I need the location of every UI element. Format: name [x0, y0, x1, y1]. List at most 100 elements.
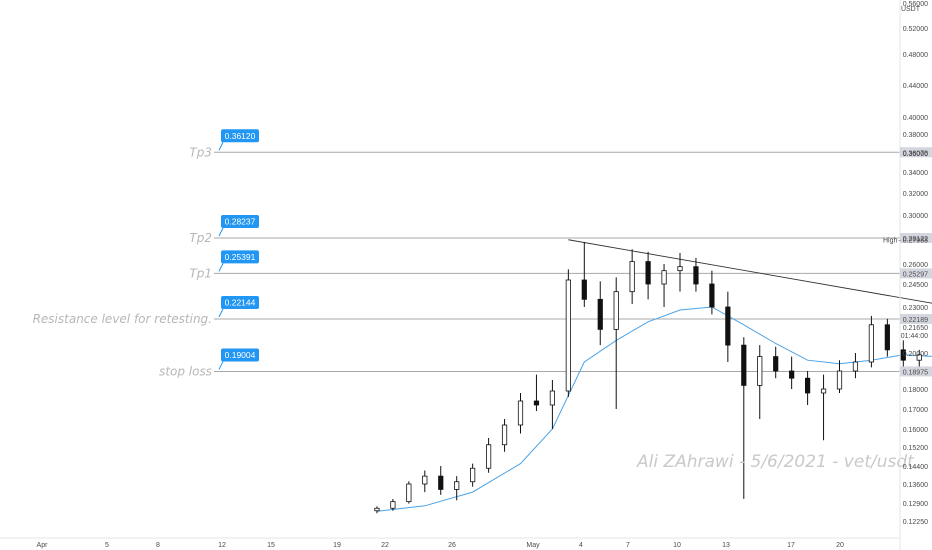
candle-body — [884, 324, 890, 351]
level-label: Tp2 — [189, 231, 212, 245]
candle — [773, 346, 779, 379]
price-tag-pointer — [218, 308, 224, 318]
price-tag-box — [221, 129, 259, 143]
candle-body — [613, 291, 619, 330]
price-tag-text: 0.28237 — [225, 217, 256, 227]
time-tick: 15 — [267, 542, 275, 549]
level-label: Resistance level for retesting. — [33, 312, 212, 326]
price-tick: 0.30000 — [903, 213, 928, 220]
candles-layer — [374, 241, 922, 514]
price-tick: 0.13600 — [903, 482, 928, 489]
candle — [470, 463, 476, 487]
candle-body — [581, 279, 587, 300]
price-tick: 0.56000 — [903, 1, 928, 8]
candle-body — [374, 507, 380, 512]
candle — [374, 506, 380, 514]
time-tick: 4 — [579, 542, 583, 549]
time-tick: May — [526, 542, 540, 549]
candle — [581, 241, 587, 307]
candle-body — [805, 377, 811, 394]
candle — [789, 356, 795, 389]
candle-body — [677, 266, 683, 272]
candle-body — [852, 361, 859, 372]
price-tag: 0.19004 — [218, 348, 259, 370]
candle-body — [725, 306, 731, 346]
levels-layer — [214, 151, 900, 372]
candle-body — [820, 388, 827, 394]
axis-level-badge — [900, 268, 932, 279]
price-tick: 0.48000 — [903, 52, 928, 59]
axis-level-badge — [900, 233, 932, 244]
candle-body — [709, 283, 715, 308]
price-tag-text: 0.36120 — [225, 131, 256, 141]
candle — [422, 470, 428, 493]
time-tick: 10 — [673, 542, 681, 549]
price-tick: 0.26000 — [903, 262, 928, 269]
candle-body — [549, 390, 556, 406]
candle — [820, 374, 827, 441]
time-tick: 22 — [381, 542, 389, 549]
high-label: High — [883, 238, 898, 245]
price-tick: 0.32000 — [903, 191, 928, 198]
price-tag: 0.28237 — [218, 215, 259, 237]
candle-body — [454, 481, 460, 490]
price-tag-pointer — [218, 142, 224, 151]
candle — [852, 353, 859, 379]
price-tick: 0.12250 — [903, 519, 928, 526]
axis-level-badge-text: 0.25297 — [903, 271, 928, 278]
time-tick: 12 — [218, 542, 226, 549]
price-tick: 0.15200 — [903, 445, 928, 452]
axis-level-badge-text: 0.18975 — [903, 369, 928, 376]
price-tick: 0.40000 — [903, 115, 928, 122]
candle — [517, 393, 524, 434]
time-tick: 5 — [105, 542, 109, 549]
high-value: - 0.27983 — [898, 238, 928, 245]
time-tick: 13 — [722, 542, 730, 549]
candle-body — [565, 279, 571, 392]
price-tag: 0.25391 — [218, 250, 259, 272]
price-tag-text: 0.19004 — [225, 350, 256, 360]
price-tag-box — [221, 348, 259, 362]
candle-body — [422, 475, 428, 485]
descending-trendline — [568, 239, 932, 304]
axis-level-badge — [900, 147, 932, 158]
candle — [757, 345, 763, 419]
price-tick: 0.21650 — [903, 325, 928, 332]
candle-body — [517, 400, 524, 426]
level-labels-layer: Tp3 0.36120 Tp2 0.28237 Tp1 0.25391 Resistance… — [33, 129, 259, 378]
candle — [629, 249, 635, 304]
price-tag-box — [221, 296, 259, 310]
candle — [565, 269, 571, 397]
time-axis[interactable]: Apr 5 8 12 15 19 22 26 May 4 7 10 13 17 20 — [37, 542, 844, 549]
candle — [501, 419, 508, 452]
candle-body — [757, 356, 763, 386]
candle-body — [836, 370, 843, 390]
currency-label: USDT — [901, 6, 921, 13]
price-axis[interactable]: 0.36078 0.28122 0.25297 0.22189 0.18975 0.560… — [883, 1, 932, 526]
price-tick: 0.18000 — [903, 387, 928, 394]
candle — [390, 498, 396, 511]
price-tag-box — [221, 215, 259, 229]
candle-body — [789, 370, 795, 379]
level-label: Tp1 — [189, 266, 212, 280]
candle — [485, 438, 492, 473]
candle — [406, 481, 412, 504]
candle-body — [900, 349, 906, 361]
candle-body — [470, 467, 476, 483]
price-tick: 0.36000 — [903, 151, 928, 158]
time-tick: 20 — [836, 542, 844, 549]
time-tick: 26 — [448, 542, 456, 549]
price-tick: 0.44000 — [903, 83, 928, 90]
candle-body — [661, 270, 667, 285]
candle-body — [406, 483, 412, 503]
axis-level-badge-text: 0.36078 — [903, 150, 928, 157]
price-tag-pointer — [218, 227, 224, 237]
candle-body — [741, 344, 747, 386]
candle-body — [438, 475, 444, 490]
candle-body — [629, 261, 635, 293]
candle — [836, 360, 843, 393]
ema-layer — [376, 306, 932, 512]
price-tick: 0.38000 — [903, 132, 928, 139]
axis-level-badge-text: 0.22189 — [903, 317, 928, 324]
